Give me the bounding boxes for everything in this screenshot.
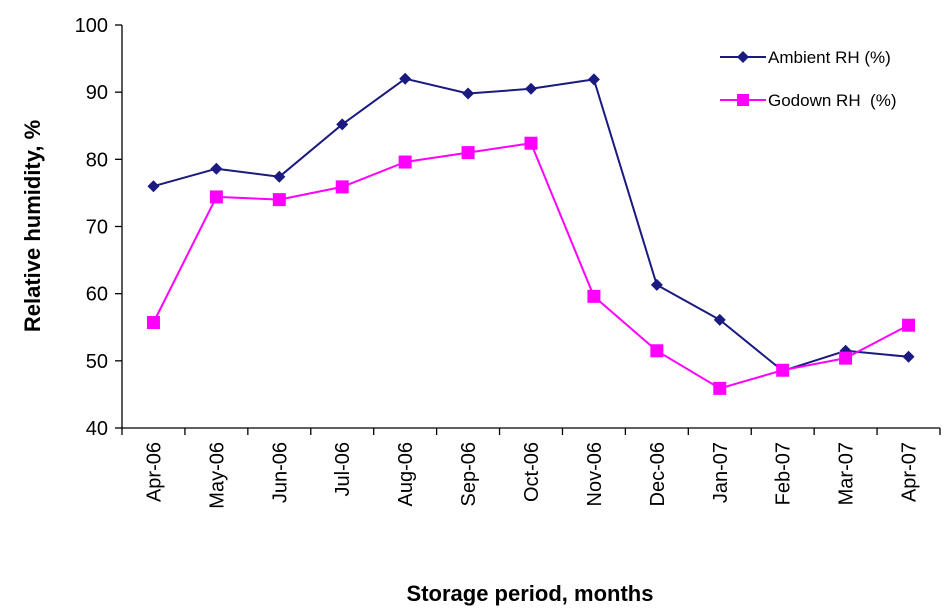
- y-ticks: 40 50 60 70 80 90 100: [75, 15, 122, 440]
- series-line: [152, 142, 909, 390]
- x-tick-label: Aug-06: [395, 442, 417, 507]
- data-point: [587, 289, 601, 303]
- y-tick-label: 90: [86, 82, 108, 104]
- x-tick-label: Nov-06: [584, 442, 606, 506]
- data-point: [587, 73, 600, 86]
- legend-marker-ambient: [737, 51, 749, 63]
- data-point: [776, 363, 790, 377]
- x-ticks: Apr-06 May-06 Jun-06 Jul-06 Aug-06 Sep-06 Oct-…: [121, 428, 941, 509]
- series-line: [153, 77, 909, 372]
- x-tick-label: Jul-06: [332, 442, 354, 496]
- data-point: [713, 381, 727, 395]
- x-tick-label: Apr-06: [143, 442, 165, 502]
- data-point: [902, 350, 915, 363]
- data-point: [399, 72, 412, 85]
- series-godown: [146, 136, 916, 395]
- data-point: [650, 278, 663, 291]
- data-point: [462, 87, 475, 100]
- data-point: [398, 155, 412, 169]
- data-point: [713, 313, 726, 326]
- x-tick-label: Mar-07: [836, 442, 858, 505]
- series: [146, 72, 916, 395]
- data-point: [147, 180, 160, 193]
- data-point: [525, 82, 537, 95]
- data-point: [839, 351, 853, 365]
- x-axis-title: Storage period, months: [407, 581, 654, 606]
- x-tick-label: Jan-07: [710, 442, 732, 503]
- legend: Ambient RH (%) Godown RH (%): [720, 48, 896, 110]
- data-point: [524, 136, 538, 150]
- legend-label-godown: Godown RH (%): [768, 91, 896, 110]
- data-point: [209, 190, 223, 204]
- data-point: [210, 162, 223, 175]
- legend-item-godown: Godown RH (%): [720, 91, 896, 110]
- data-point: [335, 180, 349, 194]
- legend-marker-godown: [737, 94, 749, 106]
- x-tick-label: May-06: [206, 442, 228, 509]
- legend-label-ambient: Ambient RH (%): [768, 48, 891, 67]
- series-ambient: [147, 72, 915, 377]
- data-point: [336, 118, 349, 131]
- y-axis-title: Relative humidity, %: [20, 120, 45, 332]
- y-tick-label: 80: [86, 149, 108, 171]
- x-tick-label: Feb-07: [773, 442, 795, 505]
- y-tick-label: 60: [86, 284, 108, 306]
- data-point: [902, 318, 916, 332]
- x-tick-label: Apr-07: [899, 442, 921, 502]
- y-tick-label: 100: [75, 15, 108, 37]
- x-tick-label: Jun-06: [269, 442, 291, 503]
- data-point: [650, 344, 664, 358]
- data-point: [146, 316, 160, 330]
- y-tick-label: 70: [86, 217, 108, 239]
- x-tick-label: Sep-06: [458, 442, 480, 507]
- data-point: [272, 193, 286, 207]
- x-tick-label: Dec-06: [647, 442, 669, 506]
- x-tick-label: Oct-06: [521, 442, 543, 502]
- y-tick-label: 40: [86, 418, 108, 440]
- data-point: [273, 170, 286, 183]
- y-tick-label: 50: [86, 351, 108, 373]
- data-point: [461, 146, 475, 160]
- legend-item-ambient: Ambient RH (%): [720, 48, 891, 67]
